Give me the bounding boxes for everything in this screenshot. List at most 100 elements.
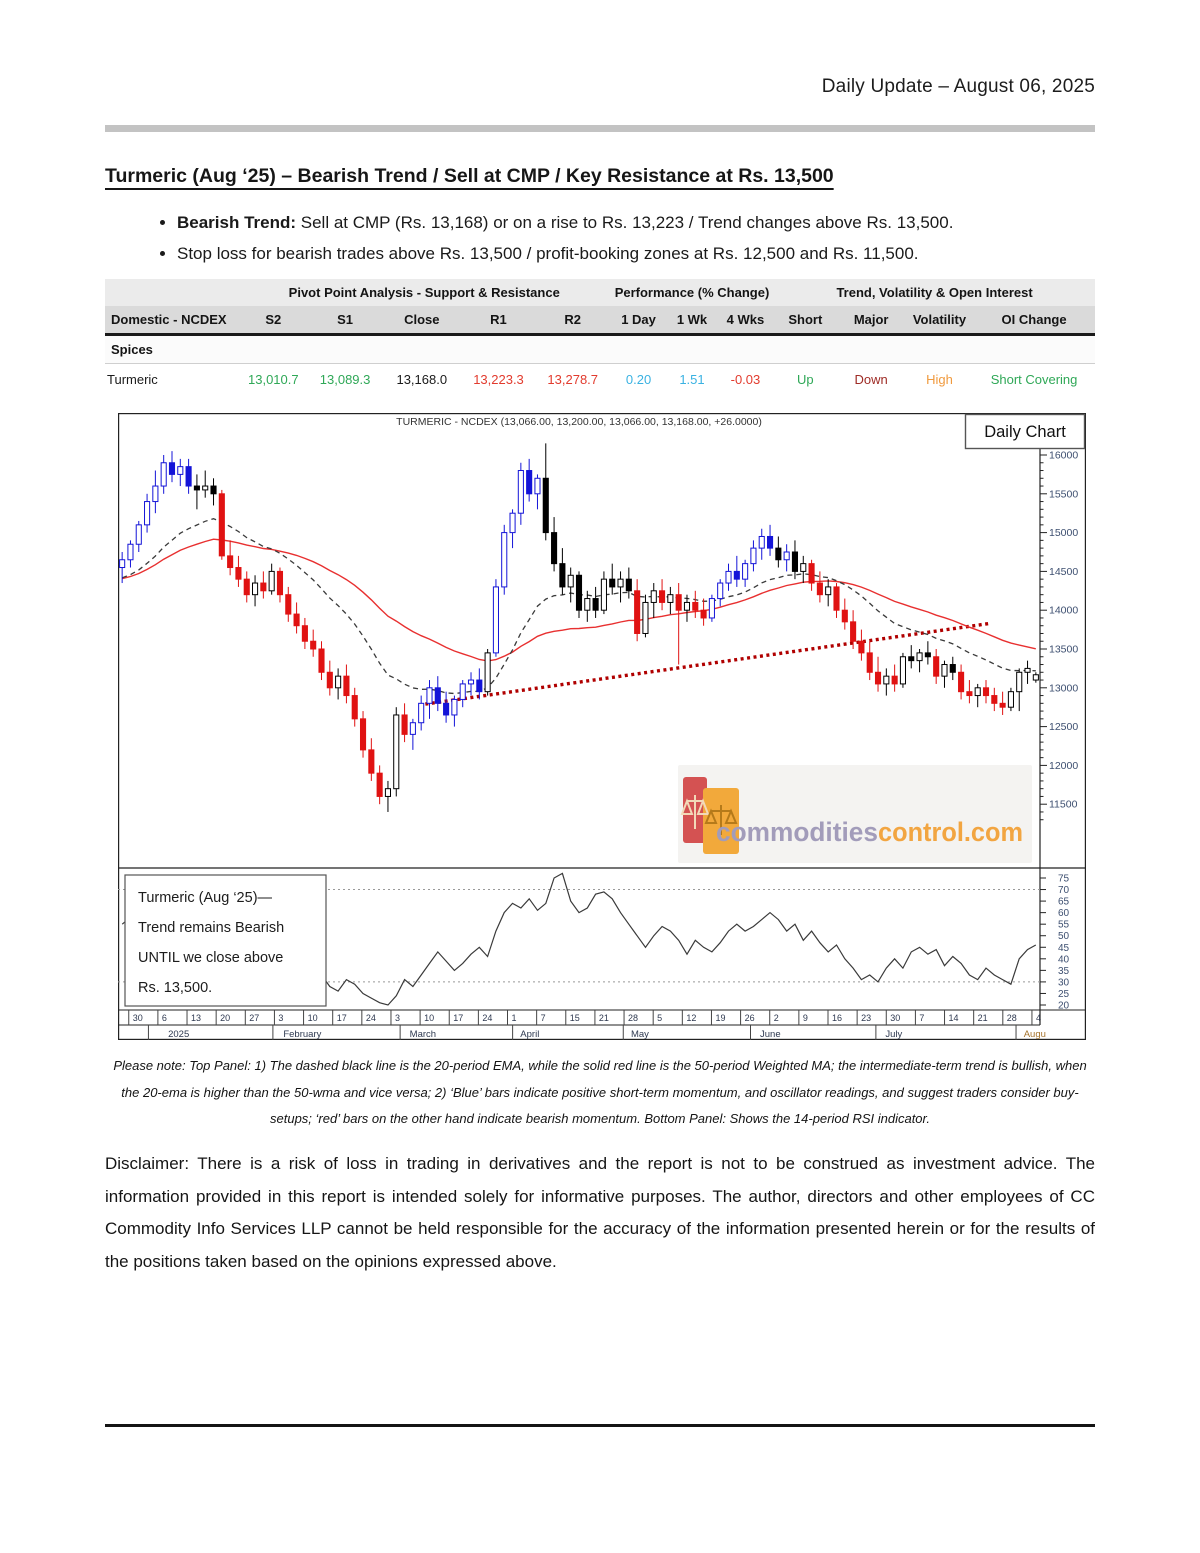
column-header: S1 [307, 306, 383, 336]
svg-text:45: 45 [1058, 943, 1070, 954]
bullet-text: Sell at CMP (Rs. 13,168) or on a rise to… [300, 213, 954, 232]
bullet-text: Stop loss for bearish trades above Rs. 1… [177, 244, 919, 263]
svg-text:7: 7 [919, 1013, 924, 1023]
section-label-spices: Spices [105, 334, 1095, 364]
header-divider-bar [105, 125, 1095, 132]
svg-text:2025: 2025 [168, 1029, 189, 1040]
svg-text:Turmeric (Aug ‘25)—: Turmeric (Aug ‘25)— [138, 890, 273, 906]
svg-text:14000: 14000 [1049, 605, 1078, 617]
svg-text:1: 1 [512, 1013, 517, 1023]
svg-text:30: 30 [133, 1013, 143, 1023]
candlestick-chart-svg: TURMERIC - NCDEX (13,066.00, 13,200.00, … [118, 413, 1086, 1040]
svg-text:3: 3 [278, 1013, 283, 1023]
svg-text:25: 25 [1058, 989, 1070, 1000]
chart-note: Please note: Top Panel: 1) The dashed bl… [113, 1058, 1087, 1127]
group-header-trend: Trend, Volatility & Open Interest [774, 279, 1095, 306]
column-header: 1 Day [609, 306, 668, 336]
svg-text:13: 13 [191, 1013, 201, 1023]
svg-text:27: 27 [249, 1013, 259, 1023]
svg-text:23: 23 [861, 1013, 871, 1023]
column-header: S2 [238, 306, 308, 336]
svg-text:Rs. 13,500.: Rs. 13,500. [138, 980, 212, 996]
footer-rule [105, 1424, 1095, 1428]
column-header: Major [836, 306, 906, 336]
data-cell: 13,278.7 [535, 363, 610, 393]
svg-text:70: 70 [1058, 885, 1070, 896]
svg-text:75: 75 [1058, 874, 1070, 885]
svg-text:5: 5 [657, 1013, 662, 1023]
svg-text:April: April [520, 1029, 539, 1040]
data-cell: 13,010.7 [238, 363, 308, 393]
svg-text:24: 24 [482, 1013, 492, 1023]
svg-text:12: 12 [686, 1013, 696, 1023]
svg-text:50: 50 [1058, 931, 1070, 942]
svg-text:14: 14 [949, 1013, 959, 1023]
svg-text:February: February [283, 1029, 321, 1040]
data-cell: 13,168.0 [382, 363, 462, 393]
bullet-stop-loss: Stop loss for bearish trades above Rs. 1… [177, 244, 1095, 264]
svg-text:13500: 13500 [1049, 644, 1078, 656]
svg-text:16: 16 [832, 1013, 842, 1023]
svg-text:12500: 12500 [1049, 721, 1078, 733]
svg-text:15000: 15000 [1049, 527, 1078, 539]
svg-text:16000: 16000 [1049, 450, 1078, 462]
svg-text:10: 10 [308, 1013, 318, 1023]
column-header: OI Change [973, 306, 1095, 336]
disclaimer-text: Disclaimer: There is a risk of loss in t… [105, 1153, 1095, 1271]
pivot-analysis-table: Pivot Point Analysis - Support & Resista… [105, 279, 1095, 393]
column-header: R1 [461, 306, 536, 336]
svg-text:Augu: Augu [1024, 1029, 1046, 1040]
svg-text:March: March [410, 1029, 436, 1040]
svg-text:35: 35 [1058, 966, 1070, 977]
svg-text:60: 60 [1058, 908, 1070, 919]
column-header: Short [774, 306, 837, 336]
svg-text:20: 20 [1058, 1000, 1070, 1011]
data-cell: Short Covering [973, 363, 1095, 393]
svg-text:Daily Chart: Daily Chart [984, 423, 1066, 441]
svg-text:17: 17 [337, 1013, 347, 1023]
svg-text:30: 30 [1058, 977, 1070, 988]
svg-text:21: 21 [599, 1013, 609, 1023]
svg-text:6: 6 [162, 1013, 167, 1023]
svg-text:7: 7 [541, 1013, 546, 1023]
svg-text:65: 65 [1058, 897, 1070, 908]
data-cell: 1.51 [667, 363, 717, 393]
data-cell: 13,089.3 [307, 363, 383, 393]
svg-text:4: 4 [1036, 1013, 1041, 1023]
svg-text:UNTIL we close above: UNTIL we close above [138, 950, 283, 966]
svg-text:19: 19 [715, 1013, 725, 1023]
svg-text:June: June [760, 1029, 781, 1040]
svg-text:Trend remains Bearish: Trend remains Bearish [138, 920, 284, 936]
svg-text:28: 28 [628, 1013, 638, 1023]
svg-text:15500: 15500 [1049, 488, 1078, 500]
svg-text:40: 40 [1058, 954, 1070, 965]
column-header: R2 [535, 306, 610, 336]
svg-text:11500: 11500 [1049, 799, 1078, 811]
svg-text:13000: 13000 [1049, 682, 1078, 694]
column-header: 1 Wk [667, 306, 717, 336]
summary-bullets: Bearish Trend: Sell at CMP (Rs. 13,168) … [105, 213, 1095, 264]
column-header: 4 Wks [716, 306, 775, 336]
svg-text:TURMERIC - NCDEX (13,066.00, 1: TURMERIC - NCDEX (13,066.00, 13,200.00, … [396, 416, 762, 428]
column-header: Close [382, 306, 462, 336]
svg-text:10: 10 [424, 1013, 434, 1023]
data-cell: Up [774, 363, 837, 393]
svg-text:9: 9 [803, 1013, 808, 1023]
svg-text:commodities: commodities [716, 817, 878, 847]
svg-text:May: May [631, 1029, 649, 1040]
data-cell: 0.20 [609, 363, 668, 393]
data-cell: Down [836, 363, 906, 393]
svg-text:14500: 14500 [1049, 566, 1078, 578]
column-header: Volatility [905, 306, 974, 336]
commodity-name: Turmeric [105, 363, 239, 393]
page-header-title: Daily Update – August 06, 2025 [821, 76, 1095, 97]
group-header-spacer [105, 279, 239, 306]
group-header-pivot: Pivot Point Analysis - Support & Resista… [238, 279, 610, 306]
svg-text:17: 17 [453, 1013, 463, 1023]
group-header-performance: Performance (% Change) [609, 279, 775, 306]
bullet-bearish-trend: Bearish Trend: Sell at CMP (Rs. 13,168) … [177, 213, 1095, 233]
daily-chart: TURMERIC - NCDEX (13,066.00, 13,200.00, … [118, 413, 1086, 1040]
bullet-bold-label: Bearish Trend: [177, 213, 301, 232]
svg-text:control.com: control.com [878, 817, 1023, 847]
